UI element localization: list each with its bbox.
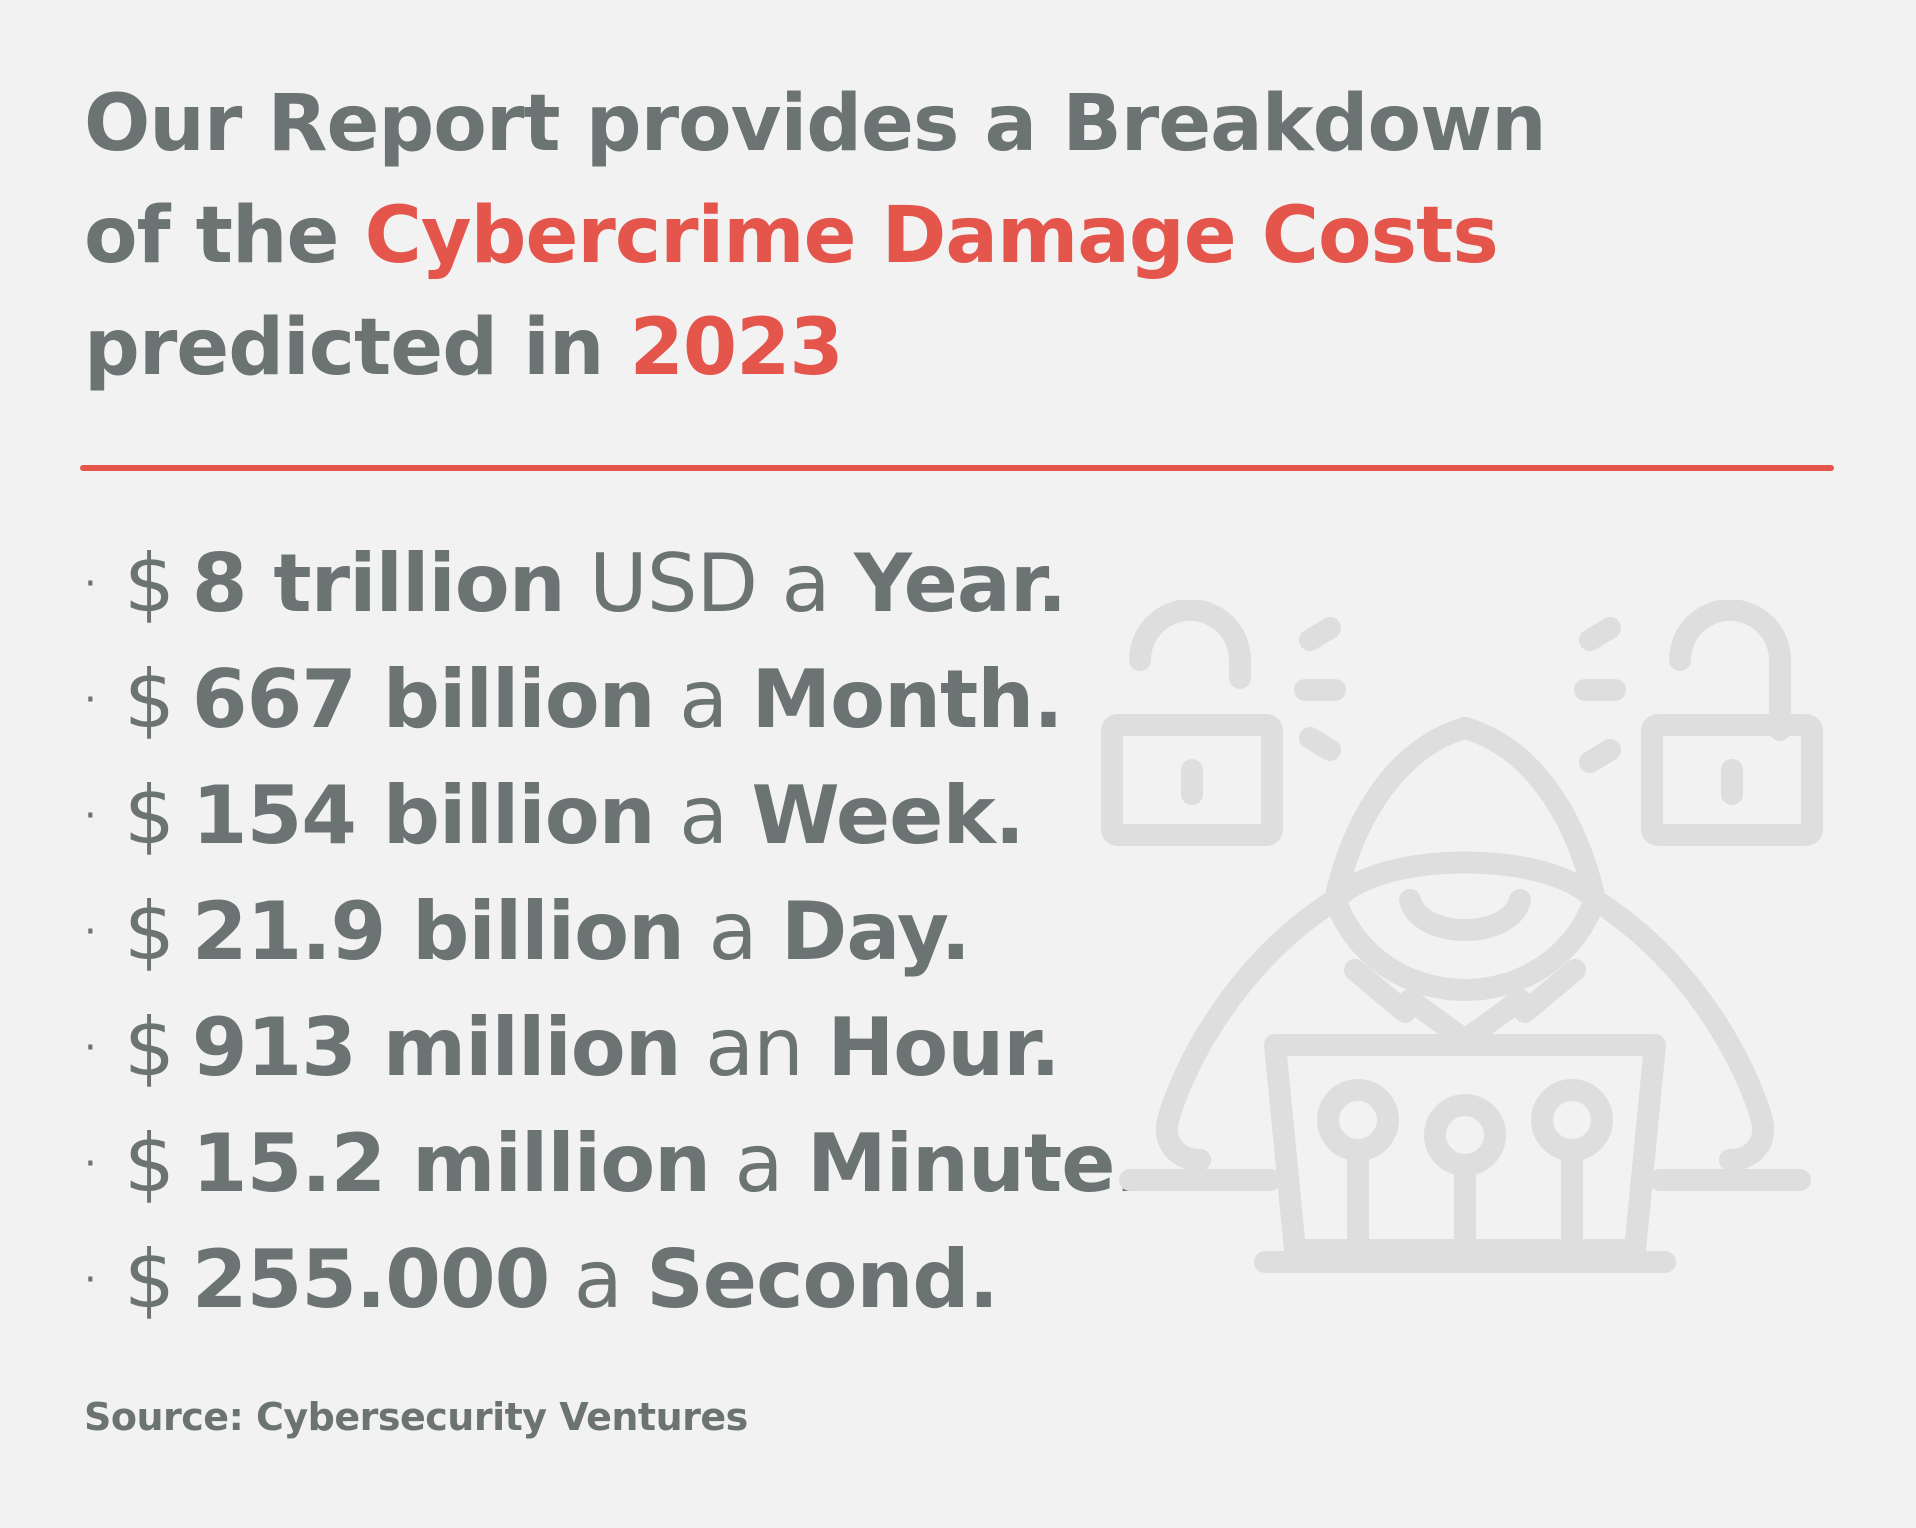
- connector-text: a: [708, 885, 757, 978]
- bullet: ·: [84, 793, 97, 839]
- time-period: Year.: [853, 537, 1067, 630]
- title-line-1: Our Report provides a Breakdown: [84, 79, 1547, 169]
- cost-amount: 255.000: [191, 1233, 550, 1326]
- list-item: · $8 trillion USD a Year.: [84, 526, 1144, 642]
- list-item: · $21.9 billion a Day.: [84, 874, 1144, 990]
- source-citation: Source: Cybersecurity Ventures: [84, 1395, 748, 1439]
- page-title: Our Report provides a Breakdown of the C…: [84, 68, 1784, 404]
- list-item: · $913 million an Hour.: [84, 990, 1144, 1106]
- cost-amount: 8 trillion: [191, 537, 566, 630]
- currency-symbol: $: [124, 653, 175, 746]
- list-item: · $255.000 a Second.: [84, 1222, 1144, 1338]
- list-item: · $15.2 million a Minute.: [84, 1106, 1145, 1222]
- time-period: Day.: [780, 885, 971, 978]
- time-period: Hour.: [827, 1001, 1060, 1094]
- connector-text: a: [679, 653, 728, 746]
- hacker-illustration: [1101, 600, 1823, 1273]
- time-period: Second.: [646, 1233, 999, 1326]
- title-line-2-prefix: of the: [84, 191, 365, 281]
- bullet: ·: [84, 561, 97, 607]
- time-period: Week.: [751, 769, 1025, 862]
- cost-breakdown-list: · $8 trillion USD a Year. · $667 billion a…: [84, 526, 1145, 1338]
- currency-symbol: $: [124, 1233, 175, 1326]
- list-item: · $154 billion a Week.: [84, 758, 1144, 874]
- connector-text: USD a: [589, 537, 830, 630]
- divider-line: [80, 465, 1834, 471]
- time-period: Month.: [751, 653, 1064, 746]
- hacker-hood-icon: [1155, 717, 1775, 1171]
- bullet: ·: [84, 677, 97, 723]
- currency-symbol: $: [124, 537, 175, 630]
- bullet: ·: [84, 1257, 97, 1303]
- cost-amount: 913 million: [191, 1001, 682, 1094]
- open-padlock-icon: [1574, 600, 1823, 846]
- connector-text: a: [734, 1117, 784, 1210]
- connector-text: an: [705, 1001, 804, 1094]
- currency-symbol: $: [124, 1001, 175, 1094]
- currency-symbol: $: [124, 1117, 175, 1210]
- currency-symbol: $: [124, 769, 175, 862]
- title-highlight-year: 2023: [629, 303, 844, 393]
- open-padlock-icon: [1101, 600, 1346, 846]
- currency-symbol: $: [124, 885, 175, 978]
- list-item: · $667 billion a Month.: [84, 642, 1144, 758]
- bullet: ·: [84, 909, 97, 955]
- title-line-3-prefix: predicted in: [84, 303, 630, 393]
- time-period: Minute.: [807, 1117, 1145, 1210]
- cost-amount: 21.9 billion: [191, 885, 685, 978]
- title-highlight-cybercrime: Cybercrime Damage Costs: [364, 191, 1499, 281]
- bullet: ·: [84, 1141, 97, 1187]
- bullet: ·: [84, 1025, 97, 1071]
- laptop-circuit-icon: [1119, 1034, 1811, 1273]
- connector-text: a: [573, 1233, 623, 1326]
- connector-text: a: [679, 769, 728, 862]
- cost-amount: 15.2 million: [191, 1117, 711, 1210]
- cost-amount: 667 billion: [191, 653, 656, 746]
- cost-amount: 154 billion: [191, 769, 656, 862]
